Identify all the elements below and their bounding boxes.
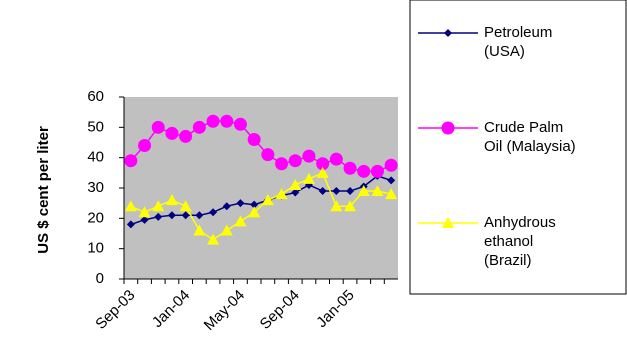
marker: [329, 152, 343, 166]
marker: [316, 166, 329, 178]
marker: [209, 208, 218, 217]
marker: [343, 161, 357, 175]
y-axis-title: US $ cent per liter: [35, 126, 52, 254]
marker: [371, 185, 384, 197]
marker: [233, 117, 247, 131]
marker: [220, 224, 233, 236]
marker: [441, 121, 455, 135]
y-tick-label: 40: [87, 149, 104, 166]
marker: [154, 212, 163, 221]
marker: [192, 120, 206, 134]
marker: [344, 200, 357, 212]
marker: [330, 200, 343, 212]
y-tick-label: 50: [87, 118, 104, 135]
y-tick-label: 20: [87, 209, 104, 226]
marker: [318, 187, 327, 196]
legend-label: Crude Palm Oil (Malaysia): [484, 119, 576, 155]
marker: [124, 200, 137, 212]
x-tick-label: Sep-03: [92, 287, 138, 333]
marker: [442, 217, 454, 228]
marker: [275, 157, 289, 171]
marker: [357, 164, 371, 178]
marker: [332, 187, 341, 196]
marker: [387, 176, 396, 185]
marker: [384, 158, 398, 172]
marker: [291, 188, 300, 197]
marker: [152, 200, 165, 212]
marker: [247, 132, 261, 146]
y-tick-label: 30: [87, 179, 104, 196]
marker: [250, 200, 259, 209]
legend-box: [409, 0, 627, 295]
marker: [346, 187, 355, 196]
marker: [302, 149, 316, 163]
marker: [207, 233, 220, 245]
y-tick-label: 60: [87, 88, 104, 105]
x-tick-label: Jan-04: [149, 287, 193, 331]
marker: [275, 188, 288, 200]
marker: [236, 199, 245, 208]
marker: [385, 188, 398, 200]
legend-label: Anhydrous ethanol (Brazil): [484, 214, 556, 269]
marker: [222, 202, 231, 211]
marker: [181, 211, 190, 220]
marker: [193, 224, 206, 236]
marker: [140, 215, 149, 224]
marker: [206, 114, 220, 128]
marker: [195, 211, 204, 220]
marker: [357, 185, 370, 197]
marker: [302, 172, 315, 184]
marker: [165, 126, 179, 140]
marker: [289, 178, 302, 190]
marker: [220, 114, 234, 128]
marker: [248, 206, 261, 218]
marker: [261, 194, 274, 206]
marker: [234, 215, 247, 227]
marker: [138, 139, 152, 153]
legend-label: Petroleum (USA): [484, 24, 553, 60]
marker: [261, 148, 275, 162]
marker: [179, 129, 193, 143]
x-tick-label: Sep-04: [257, 287, 303, 333]
marker: [316, 157, 330, 171]
marker: [370, 164, 384, 178]
marker: [179, 200, 192, 212]
y-tick-label: 0: [96, 270, 104, 287]
x-tick-label: Jan-05: [313, 287, 357, 331]
marker: [124, 154, 138, 168]
marker: [165, 194, 178, 206]
marker: [288, 154, 302, 168]
marker: [138, 206, 151, 218]
marker: [151, 120, 165, 134]
marker: [444, 29, 452, 37]
marker: [167, 211, 176, 220]
x-tick-label: May-04: [201, 287, 248, 334]
y-tick-label: 10: [87, 240, 104, 257]
marker: [126, 220, 135, 229]
